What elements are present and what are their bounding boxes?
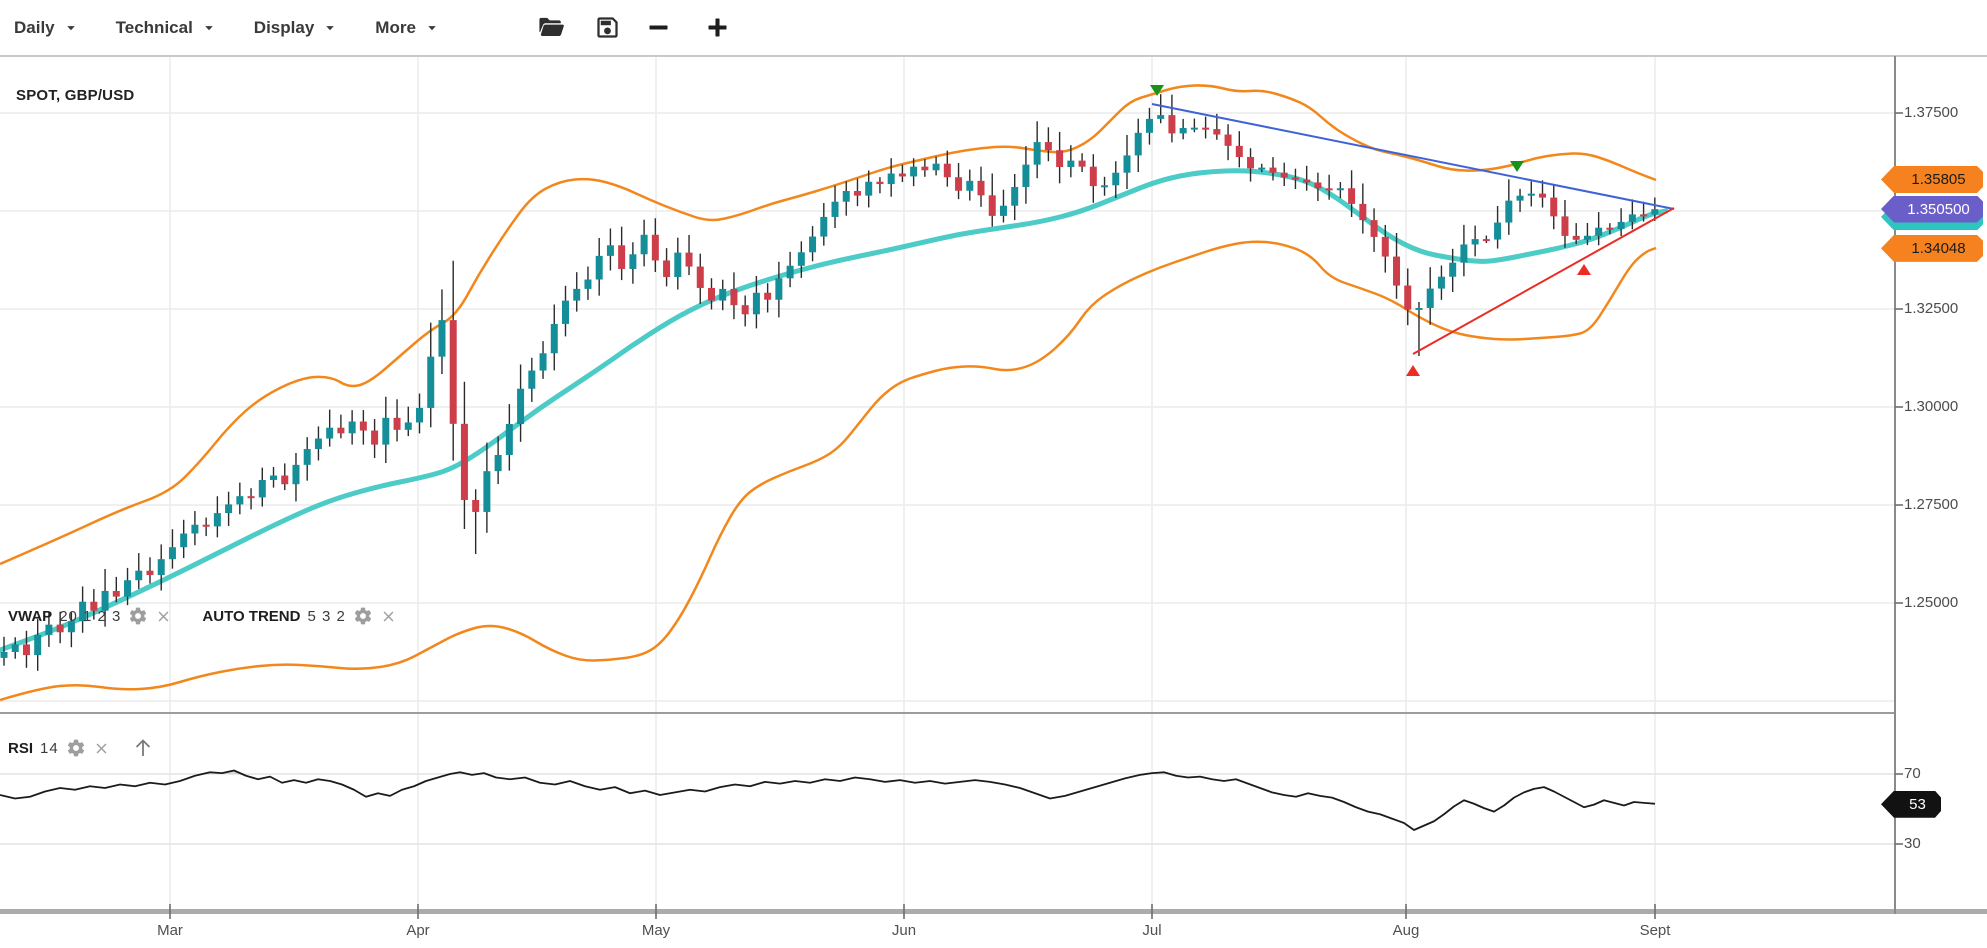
last-price-badge: 1.350500 <box>1881 195 1983 223</box>
time-axis[interactable]: Mar Apr May Jun Jul Aug Sept <box>0 914 1987 948</box>
toolbar: Daily Technical Display More <box>0 0 1987 55</box>
price-tick-label: 1.25000 <box>1904 594 1959 611</box>
symbol-title: SPOT, GBP/USD <box>16 87 135 104</box>
month-label: Mar <box>157 922 183 939</box>
rsi-indicator-label: RSI <box>8 739 34 757</box>
vwap-indicator-label: VWAP <box>8 607 53 625</box>
save-icon[interactable] <box>594 14 621 41</box>
zoom-out-icon[interactable] <box>645 14 672 41</box>
autotrend-remove-icon[interactable] <box>380 608 397 625</box>
vwap-remove-icon[interactable] <box>155 608 172 625</box>
menu-technical-label: Technical <box>115 17 193 37</box>
vwap-settings-gear-icon[interactable] <box>128 606 148 626</box>
month-label: Jul <box>1142 922 1162 939</box>
menu-more-label: More <box>375 17 416 37</box>
chevron-down-icon <box>326 25 335 30</box>
menu-display-label: Display <box>253 17 315 37</box>
month-label: Sept <box>1639 922 1671 939</box>
upper-band-badge: 1.35805 <box>1881 165 1983 193</box>
menu-more[interactable]: More <box>375 18 441 38</box>
rsi-remove-icon[interactable] <box>93 740 110 757</box>
menu-technical[interactable]: Technical <box>116 18 218 38</box>
zoom-in-icon[interactable] <box>704 14 731 41</box>
autotrend-indicator-params: 5 3 2 <box>307 607 346 625</box>
rsi-tick-label: 70 <box>1904 765 1921 782</box>
lower-band-badge: 1.34048 <box>1881 234 1983 262</box>
chevron-down-icon <box>66 25 75 30</box>
rsi-value-badge: 53 <box>1881 790 1941 818</box>
price-tick-label: 1.27500 <box>1904 496 1959 513</box>
move-panel-up-arrow-icon[interactable] <box>131 736 155 760</box>
autotrend-indicator-label: AUTO TREND <box>202 607 301 625</box>
menu-timeframe-label: Daily <box>14 17 55 37</box>
month-label: May <box>641 922 671 939</box>
price-tick-label: 1.30000 <box>1904 398 1959 415</box>
rsi-settings-gear-icon[interactable] <box>66 738 86 758</box>
chevron-down-icon <box>428 25 436 30</box>
chevron-down-icon <box>205 25 213 30</box>
rsi-indicator-legend: RSI 14 <box>8 736 155 760</box>
month-label: Apr <box>406 922 430 939</box>
menu-display[interactable]: Display <box>254 18 339 38</box>
price-axis[interactable]: 1.37500 1.32500 1.30000 1.27500 1.25000 70 30 1… <box>1881 0 1987 948</box>
rsi-tick-label: 30 <box>1904 835 1921 852</box>
main-indicators-legend: VWAP 20 1 2 3 AUTO TREND 5 3 2 <box>8 606 397 626</box>
price-tick-label: 1.37500 <box>1904 104 1959 121</box>
rsi-indicator-params: 14 <box>40 739 59 757</box>
autotrend-settings-gear-icon[interactable] <box>353 606 373 626</box>
vwap-indicator-params: 20 1 2 3 <box>59 607 122 625</box>
menu-timeframe[interactable]: Daily <box>14 18 80 38</box>
price-tick-label: 1.32500 <box>1904 300 1959 317</box>
month-label: Jun <box>891 922 917 939</box>
month-label: Aug <box>1392 922 1420 939</box>
open-folder-icon[interactable] <box>537 13 566 42</box>
